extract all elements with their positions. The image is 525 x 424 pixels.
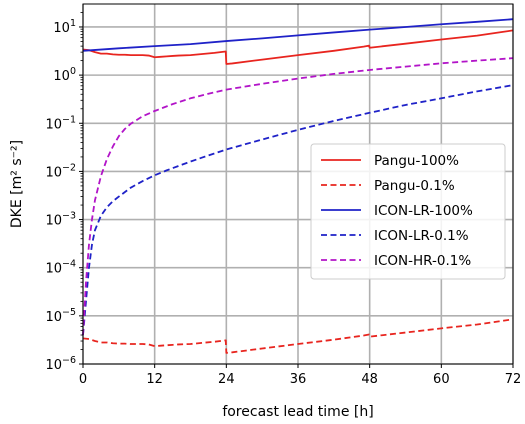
legend-box xyxy=(310,143,506,280)
y-axis-label: DKE [m² s⁻²] xyxy=(9,140,25,228)
y-tick-label: 10−6 xyxy=(45,355,76,373)
y-tick-label: 10−1 xyxy=(45,114,76,132)
series-line-icon-lr-100- xyxy=(82,18,514,52)
x-ticks: 0 12 24 36 48 60 72 xyxy=(79,364,521,387)
y-tick-label: 101 xyxy=(53,18,76,36)
legend-label: ICON-LR-100% xyxy=(374,203,473,219)
x-axis-label: forecast lead time [h] xyxy=(222,404,373,420)
legend-label: ICON-LR-0.1% xyxy=(374,228,469,244)
x-tick-label: 36 xyxy=(290,372,307,387)
x-tick-label: 60 xyxy=(433,372,450,387)
legend-label: ICON-HR-0.1% xyxy=(374,253,471,269)
y-tick-label: 10−5 xyxy=(45,307,76,325)
y-tick-label: 100 xyxy=(53,66,76,84)
x-tick-label: 12 xyxy=(146,372,163,387)
x-tick-label: 24 xyxy=(218,372,235,387)
x-tick-label: 72 xyxy=(505,372,522,387)
series-line-pangu-100- xyxy=(82,29,514,65)
legend-label: Pangu-0.1% xyxy=(374,178,455,194)
x-tick-label: 48 xyxy=(361,372,378,387)
y-tick-label: 10−4 xyxy=(45,259,76,277)
series-line-icon-hr-0-1- xyxy=(82,57,514,336)
y-tick-label: 10−3 xyxy=(45,211,76,229)
legend-label: Pangu-100% xyxy=(374,153,459,169)
series-line-pangu-0-1- xyxy=(82,318,514,354)
y-ticks: 10−6 10−5 10−4 10−3 10−2 10−1 100 101 xyxy=(45,12,83,373)
y-tick-label: 10−2 xyxy=(45,162,76,180)
series-line-icon-lr-0-1- xyxy=(82,84,514,336)
x-tick-label: 0 xyxy=(79,372,87,387)
series-lines xyxy=(82,18,514,354)
legend: Pangu-100% Pangu-0.1% ICON-LR-100% ICON-LR-… xyxy=(310,143,506,280)
